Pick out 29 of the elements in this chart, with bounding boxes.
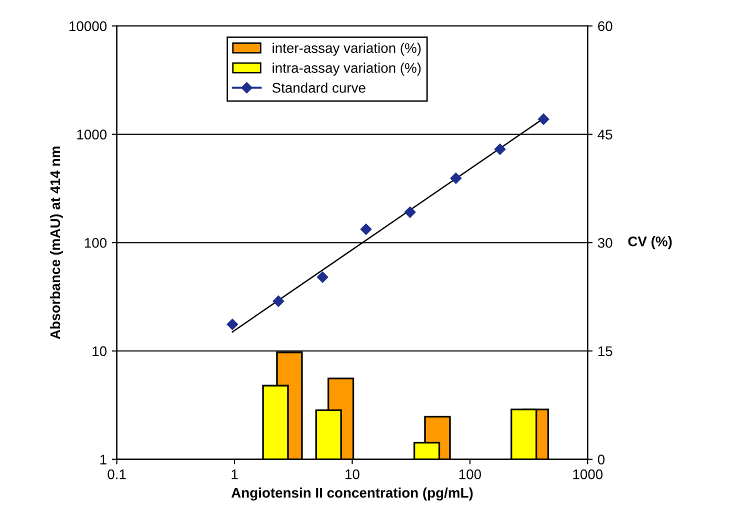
x-tick-label: 1000 xyxy=(573,469,603,480)
point xyxy=(272,296,284,307)
y2-tick-label: 0 xyxy=(598,454,605,464)
legend-label: Standard curve xyxy=(272,82,366,93)
y2-axis-title: CV (%) xyxy=(628,236,672,250)
point xyxy=(316,272,328,283)
y-tick-label: 1 xyxy=(100,454,106,464)
legend-label: inter-assay variation (%) xyxy=(272,42,421,56)
x-tick-label: 100 xyxy=(459,469,481,480)
y2-tick-label: 30 xyxy=(598,238,612,248)
point xyxy=(360,224,372,235)
y-tick-label: 10000 xyxy=(70,21,107,32)
point xyxy=(226,318,238,330)
x-tick-label: 10 xyxy=(346,469,360,480)
point xyxy=(404,206,416,218)
x-tick-label: 0.1 xyxy=(108,469,126,480)
y2-tick-label: 60 xyxy=(598,21,612,32)
y-tick-label: 1000 xyxy=(77,130,107,140)
x-axis-title: Angiotensin II concentration (pg/mL) xyxy=(231,488,473,501)
y2-tick-label: 45 xyxy=(598,130,612,140)
point xyxy=(450,172,462,184)
point xyxy=(538,114,550,125)
y-tick-label: 10 xyxy=(92,346,107,356)
x-tick-label: 1 xyxy=(232,470,238,480)
y2-tick-label: 15 xyxy=(598,346,612,356)
y-tick-label: 100 xyxy=(84,238,107,248)
point xyxy=(494,144,506,155)
legend-label: intra-assay variation (%) xyxy=(272,62,421,76)
y-axis-title: Absorbance (mAU) at 414 nm xyxy=(50,146,63,340)
